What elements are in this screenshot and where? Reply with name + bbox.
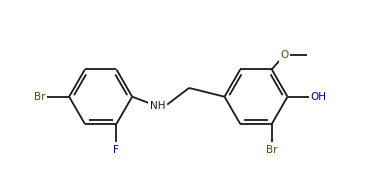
Text: OH: OH (310, 92, 326, 102)
Text: Br: Br (34, 92, 45, 102)
Text: NH: NH (150, 101, 165, 111)
Text: O: O (280, 50, 288, 60)
Text: F: F (113, 145, 119, 155)
Text: Br: Br (266, 145, 278, 155)
